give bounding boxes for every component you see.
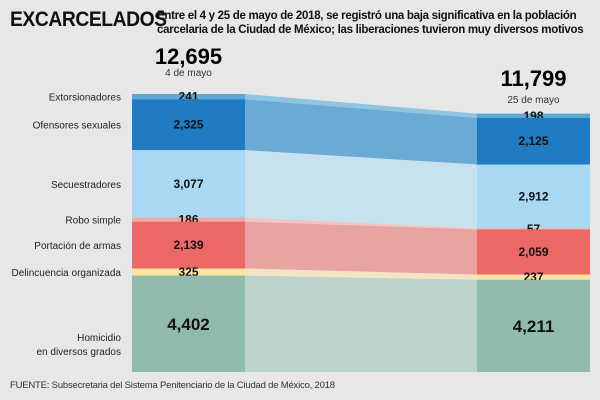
- flow-band: [245, 94, 477, 118]
- chart-title: EXCARCELADOS: [10, 8, 167, 31]
- category-label: Secuestradores: [51, 180, 121, 191]
- flow-band: [245, 150, 477, 229]
- bar-segment: [132, 150, 245, 218]
- bar-segment: [477, 229, 590, 275]
- date-label: 4 de mayo: [165, 68, 212, 79]
- bar-segment: [477, 228, 590, 230]
- bar-segment: [132, 94, 245, 100]
- value-label: 4,402: [167, 315, 210, 334]
- category-label: Delincuencia organizada: [11, 268, 121, 279]
- bar-segment: [477, 117, 590, 165]
- bar-segment: [132, 268, 245, 276]
- category-label: Homicidio en diversos grados: [37, 333, 122, 358]
- category-label: Extorsionadores: [49, 93, 121, 104]
- bar-segment: [132, 221, 245, 269]
- category-label: Robo simple: [65, 216, 121, 227]
- value-label: 2,139: [173, 238, 203, 252]
- value-label: 3,077: [173, 177, 203, 191]
- bar-segment: [132, 217, 245, 222]
- total-label: 11,799: [500, 66, 566, 91]
- flow-band: [245, 99, 477, 165]
- flow-band: [245, 275, 477, 372]
- value-label: 2,325: [173, 118, 203, 132]
- bar-segment: [132, 275, 245, 372]
- total-label: 12,695: [155, 44, 222, 69]
- bar-segment: [477, 113, 590, 118]
- bar-segment: [477, 164, 590, 229]
- value-label: 325: [178, 265, 198, 279]
- value-label: 2,059: [518, 245, 548, 259]
- bar-segment: [132, 99, 245, 151]
- value-label: 2,125: [518, 134, 548, 148]
- category-label: Portación de armas: [34, 241, 121, 252]
- value-label: 2,912: [518, 189, 548, 203]
- flow-band: [245, 217, 477, 230]
- category-label: Ofensores sexuales: [33, 121, 121, 132]
- bar-segment: [477, 274, 590, 280]
- flow-band: [245, 268, 477, 280]
- source-note: FUENTE: Subsecretaria del Sistema Penite…: [10, 380, 335, 391]
- date-label: 25 de mayo: [507, 95, 560, 106]
- flow-band: [245, 221, 477, 275]
- value-label: 4,211: [513, 317, 555, 336]
- chart-subtitle: Entre el 4 y 25 de mayo de 2018, se regi…: [157, 10, 584, 36]
- bar-segment: [477, 279, 590, 372]
